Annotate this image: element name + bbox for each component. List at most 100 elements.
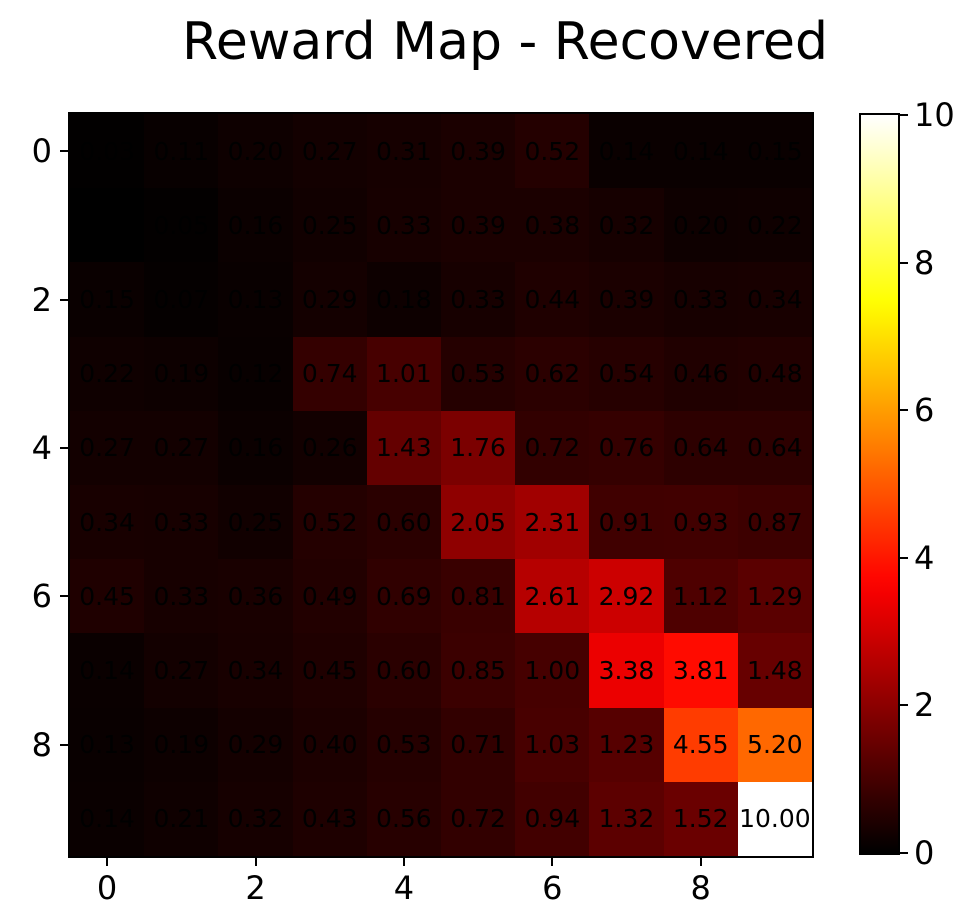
colorbar-tick-label: 4	[914, 538, 935, 577]
cell-value-label: 0.39	[450, 210, 506, 240]
heatmap-cell: 10.00	[737, 781, 812, 856]
heatmap-cell: 0.34	[737, 262, 812, 337]
heatmap-cell: 0.27	[144, 410, 219, 485]
cell-value-label: 3.81	[672, 655, 729, 685]
colorbar-tick-mark	[900, 261, 908, 264]
cell-value-label: 1.00	[524, 655, 581, 685]
cell-value-label: 1.03	[524, 730, 581, 760]
cell-value-label: 0.14	[598, 136, 655, 166]
cell-value-label: 0.26	[301, 433, 358, 463]
heatmap-cell: 0.25	[218, 484, 293, 560]
heatmap-cell: 0.13	[70, 707, 145, 782]
cell-value-label: 0.64	[672, 433, 729, 463]
heatmap-cell: 2.92	[589, 559, 664, 634]
heatmap-cell: 0.39	[589, 262, 664, 337]
cell-value-label: 0.34	[227, 655, 284, 685]
heatmap-cell: 0.53	[366, 707, 441, 782]
heatmap-cell: 0.56	[366, 781, 441, 856]
heatmap-cell: 0.53	[440, 336, 516, 411]
cell-value-label: 1.52	[672, 804, 729, 834]
cell-value-label: 0.27	[79, 433, 135, 463]
heatmap-plot: 0.03 0.11 0.20 0.27 0.31 0.39 0.52 0.14 0.14 0.15…	[68, 112, 814, 858]
heatmap-cell: 1.48	[737, 633, 812, 708]
y-tick-mark	[60, 595, 68, 598]
cell-value-label: 0.29	[301, 284, 358, 314]
cell-value-label: 0.00	[79, 210, 135, 240]
cell-value-label: 0.39	[450, 136, 506, 166]
x-tick-mark	[551, 858, 554, 866]
heatmap-cell: 0.64	[737, 410, 812, 485]
cell-value-label: 0.25	[301, 210, 358, 240]
y-tick-mark	[60, 743, 68, 746]
cell-value-label: 0.85	[450, 655, 506, 685]
y-axis-tick-label: 8	[31, 725, 52, 764]
cell-value-label: 0.33	[153, 507, 210, 537]
cell-value-label: 0.53	[450, 359, 506, 389]
heatmap-cell: 0.81	[440, 559, 516, 634]
cell-value-label: 0.11	[153, 136, 210, 166]
heatmap-cell: 0.18	[366, 262, 441, 337]
cell-value-label: 0.36	[227, 581, 284, 611]
heatmap-cell: 0.33	[144, 484, 219, 560]
cell-value-label: 0.44	[524, 284, 581, 314]
heatmap-cell: 0.31	[366, 114, 441, 189]
heatmap-cell: 0.11	[144, 114, 219, 189]
heatmap-cell: 0.93	[663, 484, 738, 560]
cell-value-label: 0.18	[376, 284, 432, 314]
y-tick-mark	[60, 298, 68, 301]
heatmap-cell: 0.05	[144, 188, 219, 263]
heatmap-cell: 0.34	[218, 633, 293, 708]
heatmap-cell: 1.52	[663, 781, 738, 856]
cell-value-label: 0.54	[598, 359, 655, 389]
heatmap-cell: 0.34	[70, 484, 145, 560]
heatmap-cell: 0.19	[144, 336, 219, 411]
x-axis-tick-label: 6	[542, 869, 563, 907]
heatmap-cell: 0.32	[218, 781, 293, 856]
heatmap-cell: 1.32	[589, 781, 664, 856]
heatmap-cell: 5.20	[737, 707, 812, 782]
cell-value-label: 0.22	[79, 359, 135, 389]
heatmap-cell: 0.16	[218, 410, 293, 485]
heatmap-cell: 0.29	[292, 262, 367, 337]
x-axis-tick-label: 0	[96, 869, 118, 907]
colorbar-tick-label: 10	[914, 96, 955, 134]
heatmap-cell: 0.14	[70, 781, 145, 856]
cell-value-label: 2.05	[450, 507, 506, 537]
heatmap-cell: 1.01	[366, 336, 441, 411]
cell-value-label: 0.43	[301, 804, 358, 834]
heatmap-cell: 0.64	[663, 410, 738, 485]
heatmap-cell: 1.12	[663, 559, 738, 634]
colorbar-tick-label: 8	[914, 243, 935, 282]
cell-value-label: 0.20	[672, 210, 729, 240]
heatmap-cell: 0.60	[366, 484, 441, 560]
cell-value-label: 0.48	[747, 359, 803, 389]
heatmap-cell: 0.52	[515, 114, 590, 189]
heatmap-cell: 0.72	[440, 781, 516, 856]
y-axis-tick-label: 0	[31, 132, 52, 171]
cell-value-label: 3.38	[598, 655, 655, 685]
cell-value-label: 0.72	[524, 433, 581, 463]
cell-value-label: 0.39	[598, 284, 655, 314]
cell-value-label: 0.91	[598, 507, 655, 537]
heatmap-cell: 0.48	[737, 336, 812, 411]
cell-value-label: 2.92	[598, 581, 655, 611]
heatmap-cell: 0.22	[70, 336, 145, 411]
colorbar-tick-mark	[900, 114, 908, 116]
heatmap-cell: 3.81	[663, 633, 738, 708]
cell-value-label: 0.20	[227, 136, 284, 166]
x-axis-tick-label: 4	[393, 869, 415, 907]
cell-value-label: 2.61	[524, 581, 581, 611]
cell-value-label: 0.03	[79, 136, 135, 166]
cell-value-label: 0.87	[747, 507, 803, 537]
heatmap-cell: 1.23	[589, 707, 664, 782]
cell-value-label: 0.93	[672, 507, 729, 537]
heatmap-cell: 0.29	[218, 707, 293, 782]
heatmap-cell: 0.76	[589, 410, 664, 485]
cell-value-label: 0.45	[79, 581, 135, 611]
cell-value-label: 0.38	[524, 210, 581, 240]
cell-value-label: 1.01	[376, 359, 432, 389]
cell-value-label: 0.72	[450, 804, 506, 834]
cell-value-label: 0.13	[227, 284, 284, 314]
chart-title: Reward Map - Recovered	[182, 12, 828, 72]
heatmap-cell: 0.22	[737, 188, 812, 263]
